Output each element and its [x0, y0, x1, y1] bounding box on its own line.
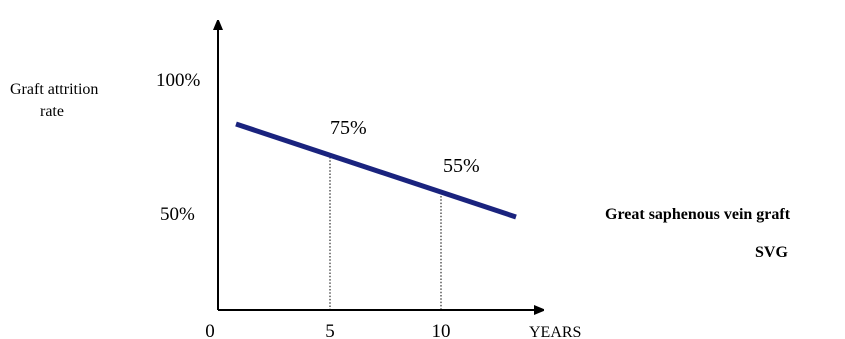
annotation-75-percent: 75% — [330, 117, 367, 139]
series-label: Great saphenous vein graft — [605, 206, 791, 223]
series-abbreviation: SVG — [755, 244, 788, 261]
x-axis-label: YEARS — [529, 324, 581, 339]
y-tick-label-100: 100% — [156, 70, 201, 91]
y-axis-label-line-2: rate — [40, 103, 64, 120]
x-tick-label-10: 10 — [432, 321, 451, 339]
annotation-55-percent: 55% — [443, 155, 480, 177]
y-tick-label-50: 50% — [160, 204, 195, 225]
y-axis-label-line-1: Graft attrition — [10, 81, 98, 98]
x-tick-label-0: 0 — [205, 321, 215, 339]
x-tick-label-5: 5 — [325, 321, 335, 339]
